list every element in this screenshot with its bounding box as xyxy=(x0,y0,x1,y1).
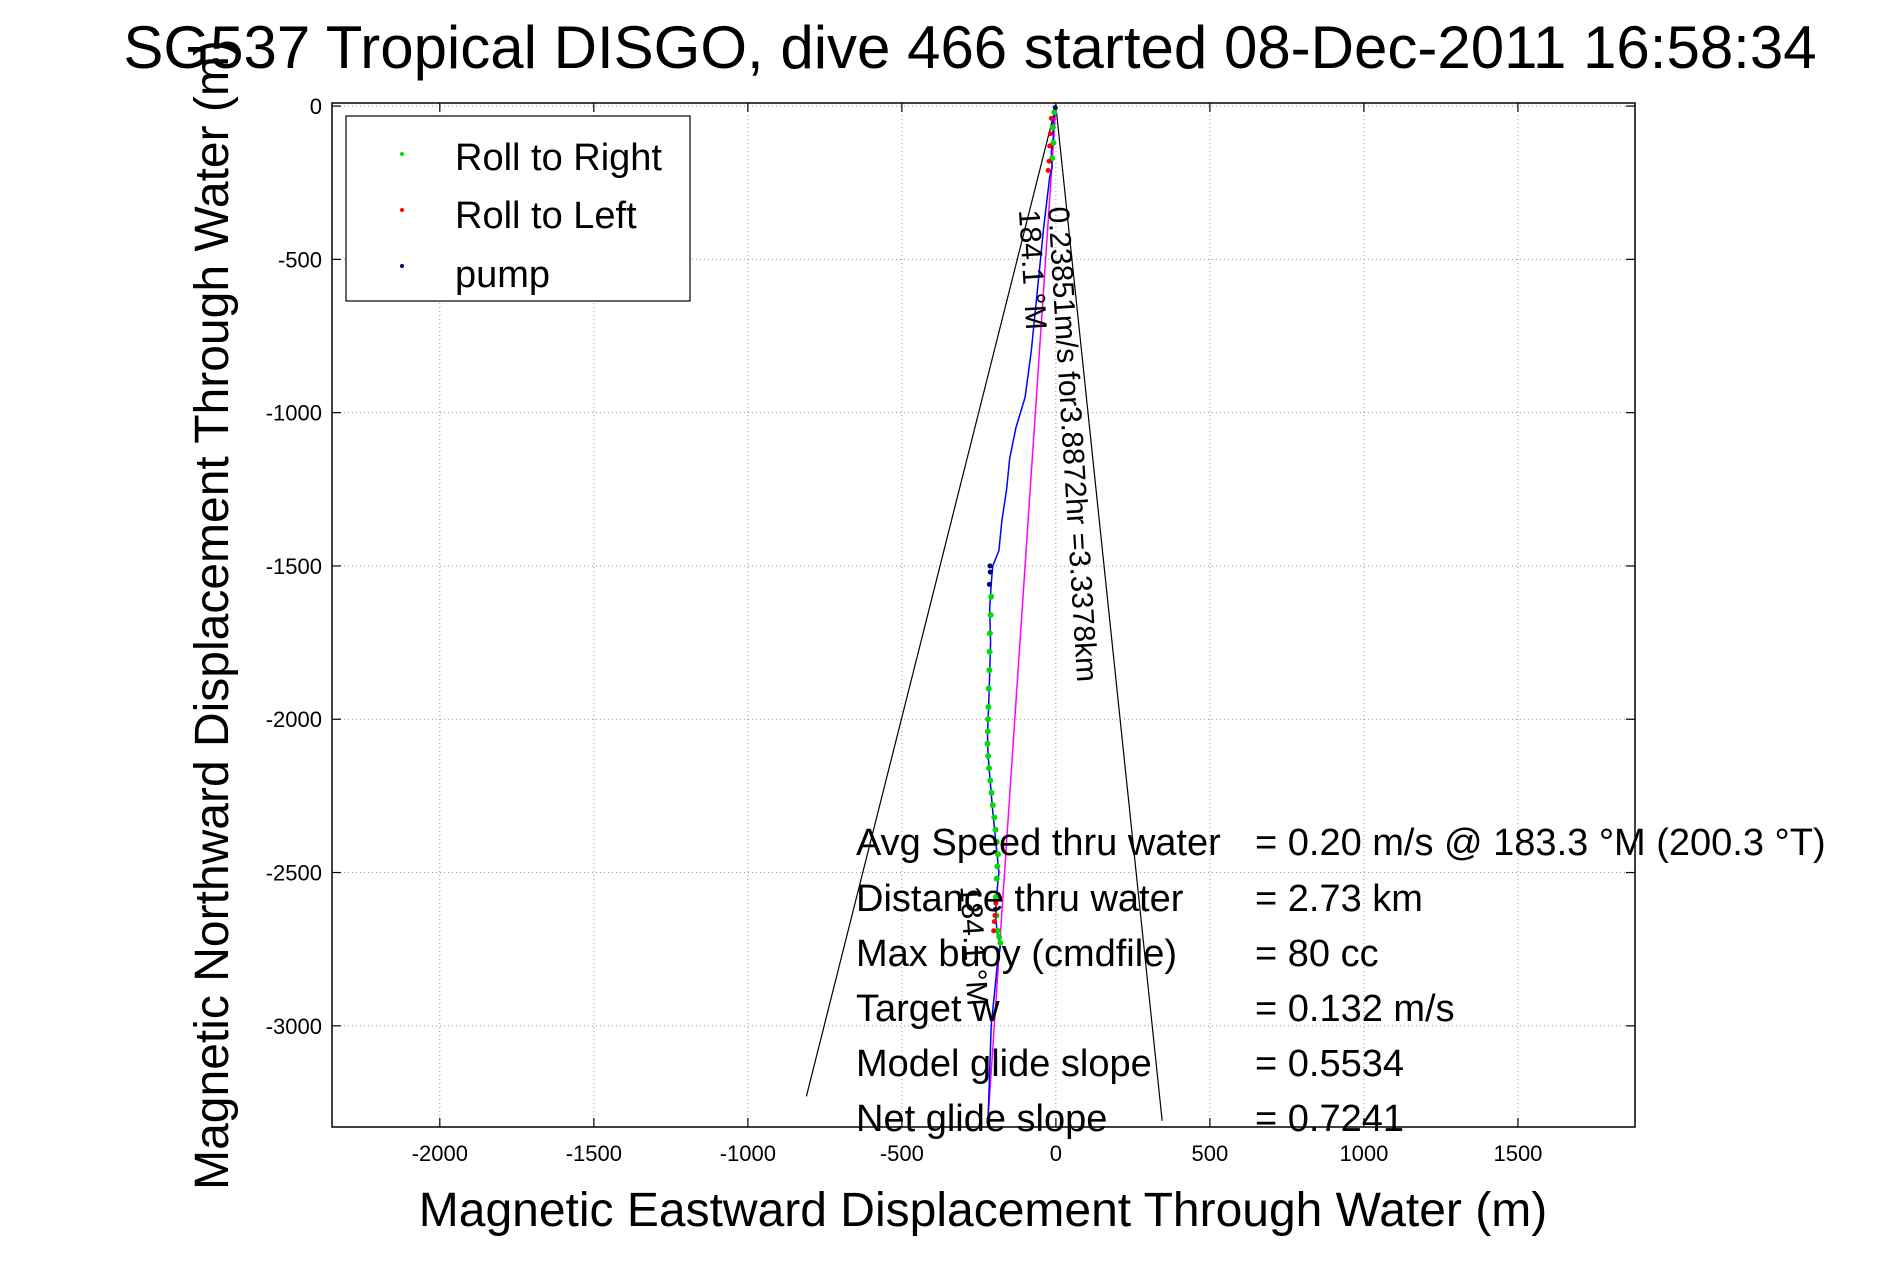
roll-right-point xyxy=(994,863,1001,870)
legend-marker-roll-right xyxy=(400,152,404,156)
legend-marker-pump xyxy=(400,264,404,268)
y-axis-label: Magnetic Northward Displacement Through … xyxy=(186,40,239,1190)
roll-right-point xyxy=(1051,109,1058,116)
roll-right-point xyxy=(992,826,999,833)
y-tick-label: -3000 xyxy=(266,1014,322,1039)
roll-right-point xyxy=(985,753,992,760)
y-tick-label: -2500 xyxy=(266,861,322,886)
roll-right-point xyxy=(986,765,993,772)
roll-right-point xyxy=(992,894,999,901)
x-tick-label: 0 xyxy=(1050,1141,1062,1166)
stat-label-distance: Distance thru water xyxy=(856,878,1184,920)
roll-right-point xyxy=(987,777,994,784)
y-tick-labels: 0 -500 -1000 -1500 -2000 -2500 -3000 xyxy=(266,94,322,1039)
roll-left-point xyxy=(1048,115,1054,121)
roll-right-point xyxy=(994,851,1001,858)
x-tick-label: -1000 xyxy=(720,1141,776,1166)
y-tick-label: -1500 xyxy=(266,554,322,579)
roll-left-point xyxy=(991,928,997,934)
legend: Roll to Right Roll to Left pump xyxy=(345,115,691,302)
pump-point xyxy=(986,581,992,587)
roll-right-point xyxy=(985,703,992,710)
roll-right-point xyxy=(1049,124,1056,131)
dive-track-line xyxy=(986,105,1057,1118)
roll-right-point xyxy=(991,814,998,821)
heading-cone xyxy=(805,105,1163,1121)
x-tick-label: -2000 xyxy=(412,1141,468,1166)
stat-label-avg-speed: Avg Speed thru water xyxy=(856,822,1221,864)
y-tick-label: -500 xyxy=(278,247,322,272)
roll-left-point xyxy=(1045,167,1051,173)
roll-right-point xyxy=(996,933,1003,940)
roll-left-point xyxy=(1047,131,1053,137)
roll-right-point xyxy=(993,838,1000,845)
chart-title: SG537 Tropical DISGO, dive 466 started 0… xyxy=(123,14,1816,81)
heading-cone-line xyxy=(1055,106,1163,1121)
legend-label-pump: pump xyxy=(455,254,550,296)
x-axis-label: Magnetic Eastward Displacement Through W… xyxy=(419,1184,1547,1237)
roll-right-point xyxy=(989,802,996,809)
roll-left-point xyxy=(991,919,997,925)
x-tick-label: 1500 xyxy=(1493,1141,1542,1166)
roll-right-point xyxy=(994,927,1001,934)
roll-left-point xyxy=(993,900,999,906)
stat-value-distance: = 2.73 km xyxy=(1255,878,1423,920)
track-annotation: 184.1 °M xyxy=(1012,209,1052,331)
stat-value-target-w: = 0.132 m/s xyxy=(1255,988,1455,1030)
stat-label-target-w: Target w xyxy=(856,988,1000,1030)
roll-right-point xyxy=(985,685,992,692)
x-tick-labels: -2000 -1500 -1000 -500 0 500 1000 1500 xyxy=(412,1141,1543,1166)
stat-label-net-glide-slope: Net glide slope xyxy=(856,1098,1107,1140)
x-tick-label: -500 xyxy=(880,1141,924,1166)
roll-right-point xyxy=(984,728,991,735)
roll-right-point xyxy=(986,648,993,655)
plot-frame xyxy=(331,102,1636,1128)
legend-marker-roll-left xyxy=(400,208,404,212)
stat-value-net-glide-slope: = 0.7241 xyxy=(1255,1098,1404,1140)
roll-right-point xyxy=(1050,139,1057,146)
legend-label-roll-right: Roll to Right xyxy=(455,137,662,179)
x-tick-label: 500 xyxy=(1192,1141,1229,1166)
roll-right-point xyxy=(986,667,993,674)
stat-value-max-buoy: = 80 cc xyxy=(1255,933,1379,975)
axis-ticks xyxy=(332,103,1635,1127)
pump-point xyxy=(987,563,993,569)
pump-points xyxy=(986,105,1058,912)
roll-left-point xyxy=(992,912,998,918)
heading-cone-line xyxy=(805,105,1057,1097)
track-annotation: 184.1 °M xyxy=(953,885,993,1007)
legend-box xyxy=(345,115,691,302)
pump-point xyxy=(987,569,993,575)
x-tick-label: 1000 xyxy=(1339,1141,1388,1166)
legend-label-roll-left: Roll to Left xyxy=(455,195,637,237)
y-tick-label: -1000 xyxy=(266,401,322,426)
roll-left-points xyxy=(991,115,1054,934)
roll-right-point xyxy=(986,630,993,637)
pump-point xyxy=(993,906,999,912)
roll-right-point xyxy=(984,740,991,747)
stat-label-model-glide-slope: Model glide slope xyxy=(856,1043,1152,1085)
stat-value-avg-speed: = 0.20 m/s @ 183.3 °M (200.3 °T) xyxy=(1255,822,1826,864)
stat-label-max-buoy: Max buoy (cmdfile) xyxy=(856,933,1177,975)
grid xyxy=(332,103,1635,1127)
roll-right-point xyxy=(997,940,1004,947)
roll-right-point xyxy=(988,789,995,796)
y-tick-label: -2000 xyxy=(266,707,322,732)
roll-right-point xyxy=(987,612,994,618)
x-tick-label: -1500 xyxy=(566,1141,622,1166)
pump-point xyxy=(1052,105,1058,111)
roll-left-point xyxy=(1047,143,1053,149)
stat-value-model-glide-slope: = 0.5534 xyxy=(1255,1043,1404,1085)
stats-block: Avg Speed thru water = 0.20 m/s @ 183.3 … xyxy=(856,822,1826,1140)
roll-left-point xyxy=(1046,158,1052,164)
roll-right-point xyxy=(985,716,992,723)
roll-right-point xyxy=(993,875,1000,882)
roll-right-point xyxy=(988,593,995,600)
y-tick-label: 0 xyxy=(310,94,322,119)
